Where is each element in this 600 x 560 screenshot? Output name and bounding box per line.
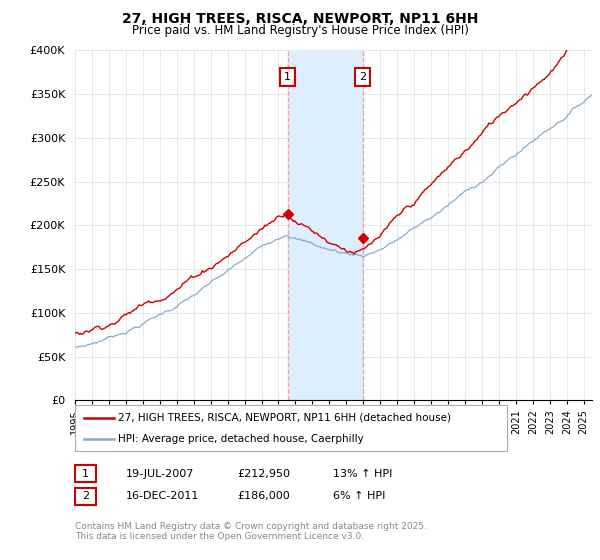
Text: 2: 2 (82, 491, 89, 501)
Text: £186,000: £186,000 (237, 491, 290, 501)
Text: 19-JUL-2007: 19-JUL-2007 (126, 469, 194, 479)
Text: HPI: Average price, detached house, Caerphilly: HPI: Average price, detached house, Caer… (118, 435, 364, 444)
Text: 1: 1 (284, 72, 291, 82)
Text: 6% ↑ HPI: 6% ↑ HPI (333, 491, 385, 501)
Text: £212,950: £212,950 (237, 469, 290, 479)
Text: 27, HIGH TREES, RISCA, NEWPORT, NP11 6HH (detached house): 27, HIGH TREES, RISCA, NEWPORT, NP11 6HH… (118, 413, 451, 423)
Text: 27, HIGH TREES, RISCA, NEWPORT, NP11 6HH: 27, HIGH TREES, RISCA, NEWPORT, NP11 6HH (122, 12, 478, 26)
Text: 1: 1 (82, 469, 89, 479)
Text: 13% ↑ HPI: 13% ↑ HPI (333, 469, 392, 479)
Text: 16-DEC-2011: 16-DEC-2011 (126, 491, 199, 501)
Text: Price paid vs. HM Land Registry's House Price Index (HPI): Price paid vs. HM Land Registry's House … (131, 24, 469, 37)
Text: Contains HM Land Registry data © Crown copyright and database right 2025.
This d: Contains HM Land Registry data © Crown c… (75, 522, 427, 542)
Text: 2: 2 (359, 72, 366, 82)
Bar (287, 50, 362, 400)
